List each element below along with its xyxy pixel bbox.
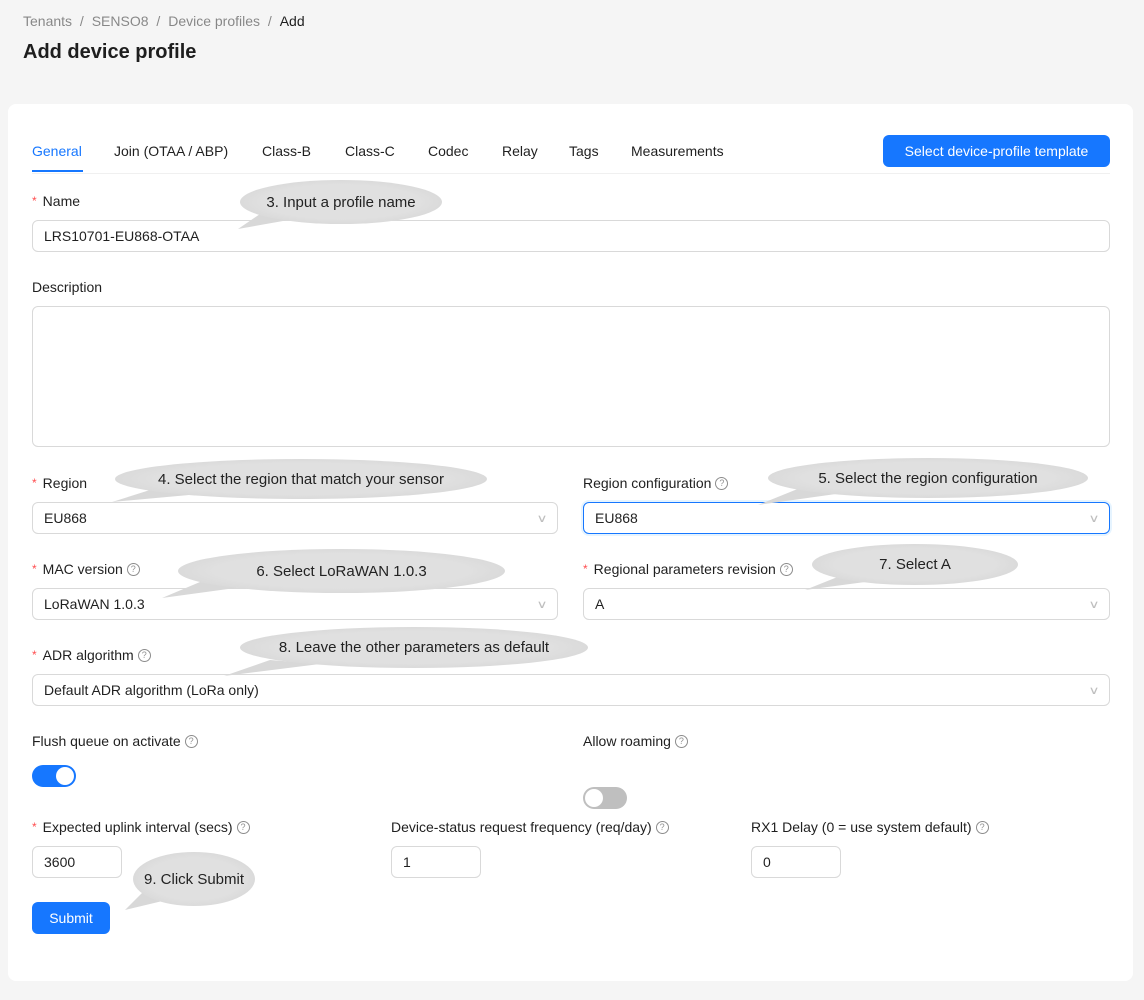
select-template-button[interactable]: Select device-profile template bbox=[883, 135, 1110, 167]
region-label: * Region bbox=[32, 475, 88, 491]
adr-select[interactable]: Default ADR algorithm (LoRa only) ∨ bbox=[32, 674, 1110, 706]
rx1-delay-input[interactable]: 0 bbox=[751, 846, 841, 878]
uplink-interval-label: * Expected uplink interval (secs)? bbox=[32, 819, 250, 835]
callout-step-8: 8. Leave the other parameters as default bbox=[240, 627, 588, 668]
mac-version-label: * MAC version? bbox=[32, 561, 140, 577]
tab-codec[interactable]: Codec bbox=[428, 143, 469, 159]
help-icon: ? bbox=[184, 734, 198, 748]
flush-queue-label: Flush queue on activate? bbox=[32, 733, 198, 749]
rp-revision-select[interactable]: A ∨ bbox=[583, 588, 1110, 620]
page-title: Add device profile bbox=[23, 41, 197, 63]
submit-button[interactable]: Submit bbox=[32, 902, 110, 934]
flush-queue-toggle[interactable] bbox=[32, 765, 76, 787]
help-icon: ? bbox=[137, 648, 151, 662]
tabs-divider bbox=[32, 173, 1110, 174]
tab-class-b[interactable]: Class-B bbox=[262, 143, 312, 159]
tab-tags[interactable]: Tags bbox=[569, 143, 599, 159]
status-frequency-label: Device-status request frequency (req/day… bbox=[391, 819, 669, 835]
adr-label: * ADR algorithm? bbox=[32, 647, 151, 663]
description-label: Description bbox=[32, 279, 103, 295]
region-select[interactable]: EU868 ∨ bbox=[32, 502, 558, 534]
help-icon: ? bbox=[779, 562, 793, 576]
chevron-down-icon: ∨ bbox=[1088, 684, 1100, 697]
callout-step-7: 7. Select A bbox=[812, 544, 1018, 585]
help-icon: ? bbox=[236, 820, 250, 834]
breadcrumb-tenants[interactable]: Tenants bbox=[23, 13, 73, 29]
help-icon: ? bbox=[674, 734, 688, 748]
allow-roaming-toggle[interactable] bbox=[583, 787, 627, 809]
status-frequency-input[interactable]: 1 bbox=[391, 846, 481, 878]
chevron-down-icon: ∨ bbox=[1088, 512, 1100, 525]
tab-general[interactable]: General bbox=[32, 143, 82, 159]
tab-relay[interactable]: Relay bbox=[502, 143, 538, 159]
uplink-interval-input[interactable]: 3600 bbox=[32, 846, 122, 878]
breadcrumb-current: Add bbox=[279, 13, 305, 29]
tab-measurements[interactable]: Measurements bbox=[631, 143, 724, 159]
region-config-select[interactable]: EU868 ∨ bbox=[583, 502, 1110, 534]
chevron-down-icon: ∨ bbox=[1088, 598, 1100, 611]
rp-revision-label: * Regional parameters revision? bbox=[583, 561, 793, 577]
chevron-down-icon: ∨ bbox=[536, 598, 548, 611]
description-textarea[interactable] bbox=[32, 306, 1110, 447]
callout-step-9: 9. Click Submit bbox=[133, 852, 255, 906]
help-icon: ? bbox=[655, 820, 669, 834]
region-config-label: Region configuration? bbox=[583, 475, 729, 491]
help-icon: ? bbox=[126, 562, 140, 576]
rx1-delay-label: RX1 Delay (0 = use system default)? bbox=[751, 819, 989, 835]
name-input[interactable]: LRS10701-EU868-OTAA bbox=[32, 220, 1110, 252]
breadcrumb-device-profiles[interactable]: Device profiles bbox=[168, 13, 261, 29]
tab-ink-bar bbox=[32, 170, 83, 172]
chevron-down-icon: ∨ bbox=[536, 512, 548, 525]
allow-roaming-label: Allow roaming? bbox=[583, 733, 688, 749]
mac-version-select[interactable]: LoRaWAN 1.0.3 ∨ bbox=[32, 588, 558, 620]
tab-join[interactable]: Join (OTAA / ABP) bbox=[114, 143, 229, 159]
name-label: * Name bbox=[32, 193, 81, 209]
callout-step-4: 4. Select the region that match your sen… bbox=[115, 459, 487, 499]
callout-step-5: 5. Select the region configuration bbox=[768, 458, 1088, 498]
breadcrumb-tenant[interactable]: SENSO8 bbox=[91, 13, 149, 29]
help-icon: ? bbox=[715, 476, 729, 490]
callout-step-3: 3. Input a profile name bbox=[240, 180, 442, 224]
callout-step-6: 6. Select LoRaWAN 1.0.3 bbox=[178, 549, 505, 593]
tab-class-c[interactable]: Class-C bbox=[345, 143, 395, 159]
breadcrumb: Tenants / SENSO8 / Device profiles / Add bbox=[23, 13, 305, 29]
help-icon: ? bbox=[975, 820, 989, 834]
